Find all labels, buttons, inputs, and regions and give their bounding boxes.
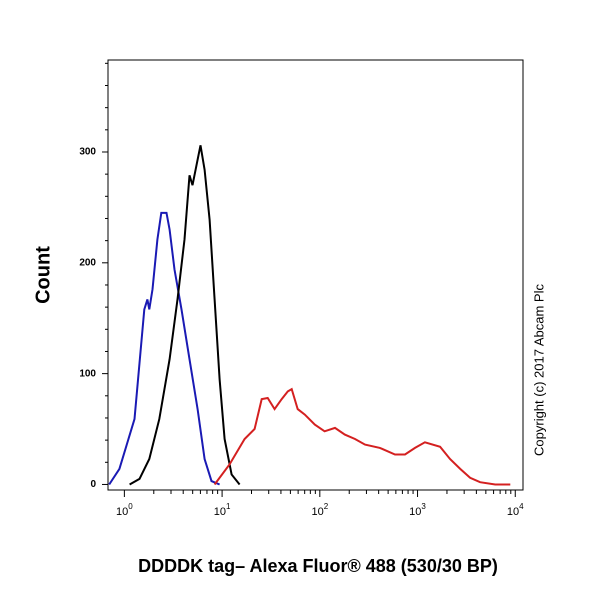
x-tick-label: 103 [409, 502, 426, 518]
histogram-line [108, 211, 220, 486]
y-tick-label: 100 [79, 368, 96, 379]
x-tick-label: 102 [311, 502, 328, 518]
y-tick-label: 300 [79, 147, 96, 158]
x-tick-label: 101 [214, 502, 231, 518]
histogram-line [129, 145, 241, 486]
x-tick-label: 100 [116, 502, 133, 518]
histogram-line [213, 387, 511, 486]
y-tick-label: 0 [90, 479, 96, 490]
copyright: Copyright (c) 2017 Abcam Plc [531, 284, 546, 456]
y-tick-label: 200 [79, 257, 96, 268]
y-axis-label: Count [32, 246, 54, 304]
x-tick-label: 104 [507, 502, 524, 518]
x-axis-label: DDDDK tag– Alexa Fluor® 488 (530/30 BP) [138, 556, 498, 576]
